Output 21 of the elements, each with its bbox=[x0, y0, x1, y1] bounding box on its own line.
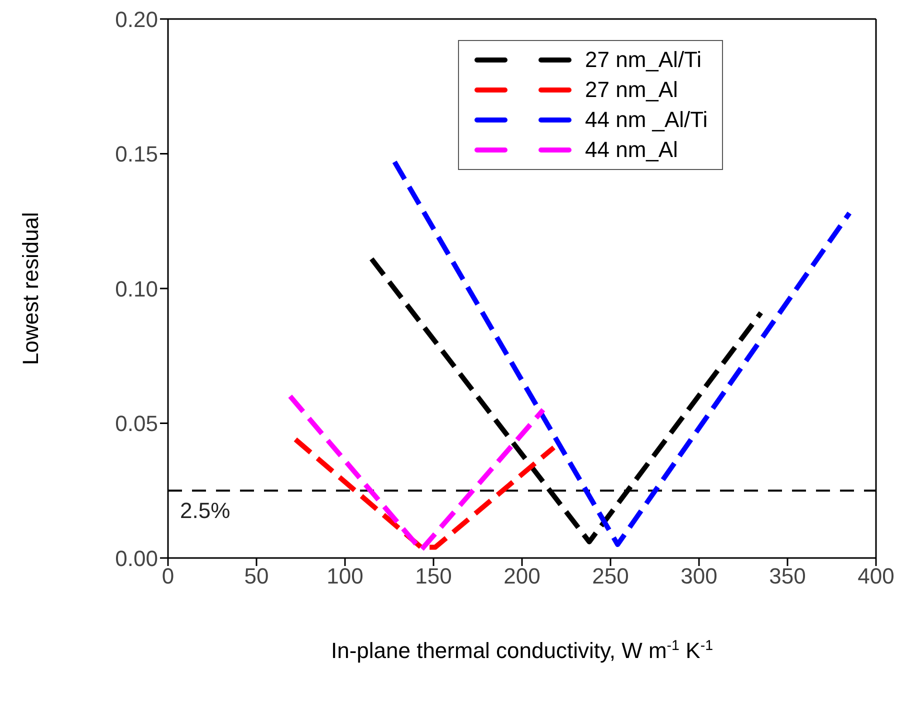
legend-label: 27 nm_Al bbox=[585, 77, 678, 103]
x-tick-label: 100 bbox=[326, 564, 364, 589]
x-tick-label: 300 bbox=[680, 564, 718, 589]
x-tick-label: 200 bbox=[504, 564, 540, 589]
y-tick-label: 0.05 bbox=[115, 411, 158, 436]
x-tick-label: 250 bbox=[592, 564, 629, 589]
legend-label: 44 nm_Al bbox=[585, 137, 678, 163]
y-tick-label: 0.10 bbox=[115, 276, 158, 302]
y-tick-label: 0.00 bbox=[115, 546, 158, 571]
x-tick-label: 400 bbox=[858, 564, 894, 589]
x-tick-label: 50 bbox=[244, 564, 269, 589]
ref-line-label: 2.5% bbox=[180, 498, 230, 524]
legend-label: 44 nm _Al/Ti bbox=[585, 107, 708, 133]
y-tick-label: 0.20 bbox=[115, 6, 158, 32]
legend-label: 27 nm_Al/Ti bbox=[585, 47, 702, 73]
x-tick-label: 0 bbox=[162, 564, 174, 589]
y-tick-label: 0.15 bbox=[115, 142, 158, 167]
x-axis-title: In-plane thermal conductivity, W m$^{-1}$ K$^{-1}$ bbox=[330, 638, 714, 663]
y-axis-title: Lowest residual bbox=[18, 212, 43, 365]
x-tick-label: 350 bbox=[769, 564, 806, 589]
x-tick-label: 150 bbox=[415, 564, 452, 589]
